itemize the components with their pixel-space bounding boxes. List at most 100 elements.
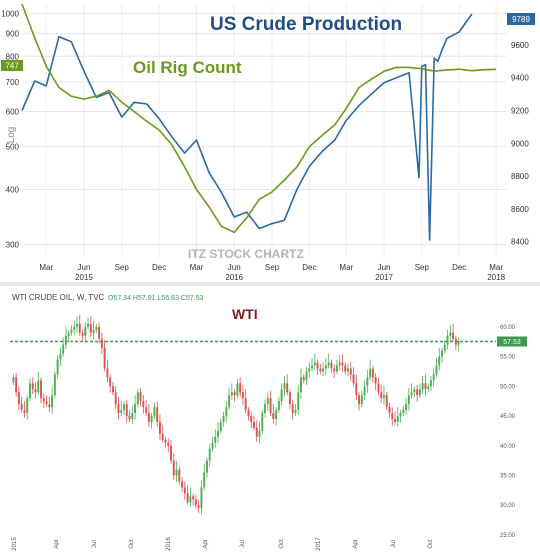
price-tick-label: 25.00 <box>500 533 516 539</box>
candle <box>142 395 145 414</box>
candle-body <box>377 383 380 393</box>
candle <box>418 383 421 399</box>
chart-divider <box>0 282 540 286</box>
candle <box>402 405 405 417</box>
candle <box>123 401 125 415</box>
candle <box>100 332 103 355</box>
candle <box>457 337 460 352</box>
candle-body <box>327 362 330 366</box>
candle <box>194 494 197 509</box>
candle <box>297 384 300 415</box>
candle-body <box>344 365 347 372</box>
candle-body <box>175 469 178 476</box>
candle <box>322 362 325 377</box>
candle <box>244 389 247 414</box>
time-label: Apr <box>353 539 359 548</box>
candle-body <box>421 383 424 390</box>
month-label: Mar <box>489 263 503 272</box>
candle-body <box>264 404 267 414</box>
time-label: Apr <box>54 539 60 548</box>
left-tick-label: 800 <box>6 52 20 61</box>
candle <box>70 325 73 336</box>
candle <box>23 401 26 418</box>
candle-body <box>200 487 203 509</box>
candle-body <box>78 323 81 333</box>
candle <box>48 396 51 412</box>
candle-body <box>247 410 250 417</box>
candle <box>117 396 120 420</box>
price-tick-label: 40.00 <box>500 444 516 450</box>
rig-count-last-badge: 747 <box>5 62 19 71</box>
year-label: 2017 <box>375 273 393 282</box>
production-last-badge: 9789 <box>512 15 530 24</box>
candle-body <box>172 460 175 476</box>
candle-body <box>147 413 150 422</box>
candle-body <box>443 344 446 351</box>
candle-body <box>250 416 253 422</box>
price-tick-label: 30.00 <box>500 503 516 509</box>
candle-body <box>341 362 344 366</box>
candle <box>17 386 20 411</box>
year-label: 2015 <box>75 273 93 282</box>
rig-count-last-badge-bg <box>1 60 23 71</box>
candle <box>106 359 109 383</box>
candle-body <box>17 392 20 405</box>
candle <box>283 375 286 396</box>
candle-body <box>275 410 278 419</box>
candle-body <box>391 413 394 419</box>
candle-body <box>363 386 366 396</box>
candle <box>413 386 416 397</box>
candle <box>214 429 217 448</box>
candle <box>421 375 424 395</box>
candle <box>294 404 297 417</box>
candle <box>261 410 264 434</box>
candle <box>134 395 137 420</box>
time-label: Jul <box>391 540 397 548</box>
candle <box>109 374 112 393</box>
candle-body <box>76 323 78 327</box>
candle-body <box>438 356 441 366</box>
candle <box>313 353 316 371</box>
candle-body <box>385 395 388 408</box>
left-tick-label: 900 <box>6 30 20 39</box>
candle-body <box>335 365 338 372</box>
candle <box>12 374 15 386</box>
right-tick-label: 9000 <box>511 139 529 148</box>
right-tick-label: 9200 <box>511 107 529 116</box>
candle <box>286 374 289 396</box>
candle-body <box>70 329 73 333</box>
candle-body <box>114 392 117 405</box>
candle-body <box>311 365 314 369</box>
candle <box>382 386 385 405</box>
candle-body <box>48 404 51 408</box>
candle-body <box>62 344 65 354</box>
left-tick-label: 500 <box>6 143 20 152</box>
candle-body <box>150 416 153 422</box>
candle-body <box>214 436 217 443</box>
month-label: Sep <box>115 263 130 272</box>
candle-body <box>131 413 134 419</box>
candle <box>388 402 391 418</box>
candle-body <box>95 326 98 330</box>
candle <box>399 410 402 423</box>
candle-body <box>37 380 40 393</box>
candle <box>324 358 327 375</box>
candle <box>131 405 134 424</box>
candle-body <box>233 392 236 396</box>
candle-body <box>236 383 239 396</box>
candle <box>197 499 200 513</box>
candle <box>67 329 70 343</box>
candle-body <box>208 448 211 461</box>
candle <box>120 401 123 417</box>
candle <box>277 396 280 414</box>
candle <box>51 386 54 414</box>
candle-body <box>308 368 311 372</box>
month-label: Dec <box>152 263 166 272</box>
candle <box>192 493 195 506</box>
candle <box>424 374 427 396</box>
series-lines <box>21 3 497 241</box>
candle <box>253 416 255 431</box>
candle <box>26 395 29 420</box>
candle <box>330 359 333 374</box>
candle <box>311 358 314 372</box>
